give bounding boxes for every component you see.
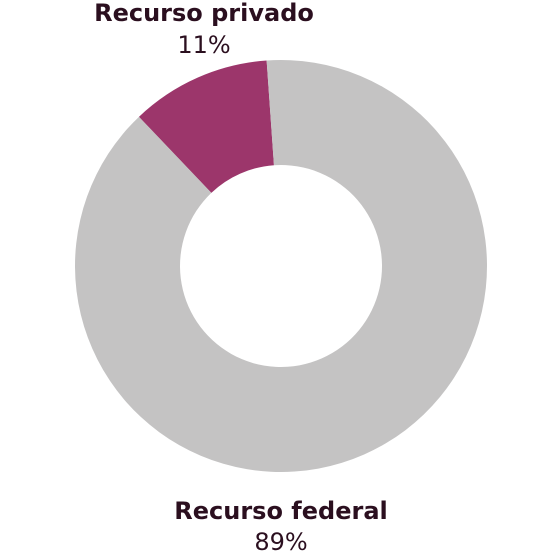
donut-slice [138,60,274,193]
slice-value: 11% [177,31,230,59]
donut-slice [74,60,488,473]
slice-label: Recurso privado [94,0,314,27]
slice-label: Recurso federal [174,497,387,525]
slice-value: 89% [254,528,307,556]
